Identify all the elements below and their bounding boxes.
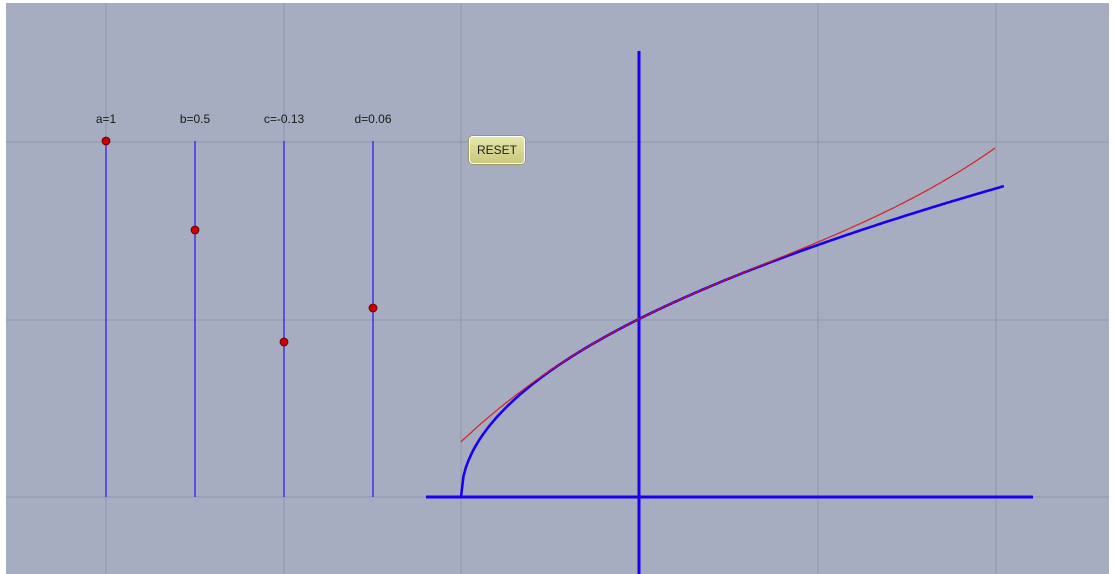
slider-handle-c[interactable] <box>279 337 289 347</box>
slider-label-a: a=1 <box>95 112 117 126</box>
slider-handle-d[interactable] <box>368 303 378 313</box>
grid <box>6 3 1109 574</box>
slider-handle-a[interactable] <box>101 136 111 146</box>
slider-label-d: d=0.06 <box>354 112 392 126</box>
slider-label-c: c=-0.13 <box>263 112 305 126</box>
sqrt-curve <box>459 184 1005 498</box>
slider-handle-b[interactable] <box>190 225 200 235</box>
taylor-polynomial-curve <box>460 147 996 443</box>
reset-button[interactable]: RESET <box>469 136 525 164</box>
slider-label-b: b=0.5 <box>179 112 211 126</box>
slider-handles <box>101 136 378 347</box>
graph-svg <box>6 3 1109 574</box>
slider-tracks <box>105 141 374 497</box>
graphics-view[interactable]: a=1 b=0.5 c=-0.13 d=0.06 RESET <box>6 3 1109 574</box>
axes <box>426 51 1033 574</box>
